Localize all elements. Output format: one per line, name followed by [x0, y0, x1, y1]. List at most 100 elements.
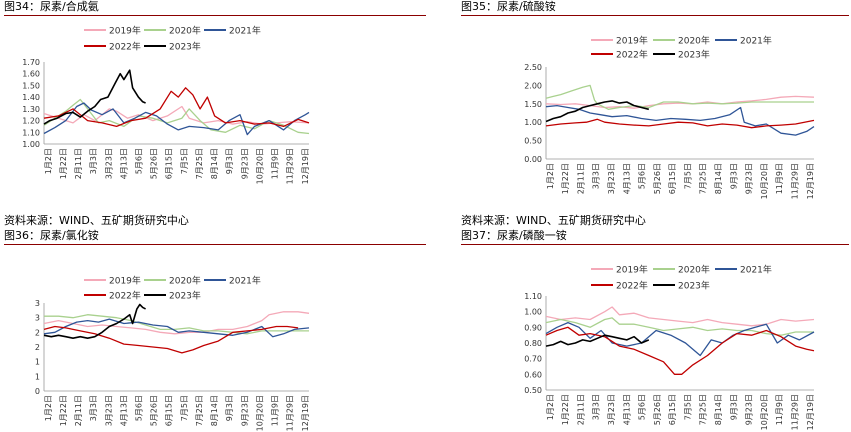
x-tick-label: 12月19日	[806, 163, 815, 199]
x-tick-label: 1月2日	[546, 163, 555, 189]
legend-item-2023: 2023年	[653, 280, 710, 292]
series-line-2022	[545, 118, 815, 129]
x-tick-label: 1月2日	[546, 394, 555, 420]
urea-ammonia-chart: 2019年 2020年 2021年 2022年 2023年 1.00 1.10 1.20 1.3…	[22, 25, 310, 185]
x-tick-label: 7月5日	[683, 163, 692, 189]
x-tick-label: 5月26日	[150, 148, 159, 179]
x-tick-label: 10月20日	[255, 148, 264, 184]
series-line-2020	[43, 98, 310, 135]
legend-label: 2019年	[109, 25, 141, 37]
series-line-2023	[545, 334, 650, 347]
x-tick-label: 6月15日	[165, 395, 174, 426]
y-tick-label: 1.20	[22, 117, 40, 126]
chart-panel-37: 图37：尿素/磷酸一铵 2019年 2020年 2021年 2022年 2023年 0.5…	[461, 229, 849, 432]
x-tick-label: 5月6日	[135, 395, 144, 421]
chart-panel-36: 图36：尿素/氯化铵 2019年 2020年 2021年 2022年 2023年 0 1 1 2…	[4, 229, 426, 432]
legend-label: 2019年	[616, 264, 648, 276]
y-tick-label: 1	[35, 358, 40, 367]
x-tick-label: 10月20日	[760, 163, 769, 199]
y-tick-label: 0	[35, 387, 40, 396]
x-tick-label: 2月11日	[576, 163, 585, 194]
series-line-2020	[44, 314, 309, 335]
legend-label: 2021年	[229, 275, 261, 287]
x-tick-label: 2月11日	[74, 395, 83, 426]
series-line-2022	[545, 326, 815, 375]
legend-label: 2020年	[169, 25, 201, 37]
x-tick-label: 6月15日	[668, 394, 677, 425]
legend-label: 2022年	[616, 49, 648, 61]
chart-panel-35: 图35：尿素/硫酸铵 2019年 2020年 2021年 2022年 2023年 0.00…	[461, 0, 849, 212]
x-tick-label: 4月13日	[119, 395, 128, 426]
x-tick-label: 2月11日	[576, 394, 585, 425]
y-tick-label: 2	[35, 343, 40, 352]
x-tick-label: 11月9日	[271, 395, 280, 426]
x-tick-label: 4月13日	[119, 148, 128, 179]
y-tick-label: 0.60	[524, 370, 542, 379]
legend-label: 2019年	[616, 35, 648, 47]
x-tick-label: 4月13日	[622, 394, 631, 425]
series-line-2019	[43, 311, 310, 335]
series-line-2019	[545, 306, 815, 327]
legend-item-2023: 2023年	[144, 290, 201, 302]
legend-item-2022: 2022年	[84, 41, 141, 53]
y-tick-label: 1.50	[524, 100, 542, 109]
legend-item-2020: 2020年	[144, 275, 201, 287]
x-tick-label: 12月19日	[301, 148, 310, 184]
x-tick-label: 3月23日	[104, 395, 113, 426]
x-tick-label: 11月9日	[271, 148, 280, 179]
series-line-2022	[43, 325, 299, 354]
y-tick-label: 1.00	[524, 118, 542, 127]
x-tick-label: 3月3日	[592, 163, 601, 189]
x-tick-label: 9月3日	[729, 394, 738, 420]
x-tick-label: 7月25日	[699, 394, 708, 425]
x-tick-label: 3月23日	[607, 394, 616, 425]
series-line-2021	[545, 104, 815, 136]
series-line-2020	[545, 84, 814, 110]
legend-item-2019: 2019年	[84, 25, 141, 37]
y-tick-label: 1.40	[22, 93, 40, 102]
x-tick-label: 1月2日	[44, 148, 53, 174]
x-tick-label: 1月22日	[561, 163, 570, 194]
x-tick-label: 11月29日	[791, 163, 800, 199]
x-tick-label: 9月3日	[729, 163, 738, 189]
x-tick-label: 11月9日	[775, 394, 784, 425]
x-tick-label: 1月22日	[59, 395, 68, 426]
x-tick-label: 7月25日	[195, 395, 204, 426]
legend-item-2021: 2021年	[715, 264, 772, 276]
x-tick-label: 7月5日	[180, 395, 189, 421]
x-tick-label: 8月14日	[210, 395, 219, 426]
y-tick-label: 0.00	[524, 155, 542, 164]
y-tick-label: 0.80	[524, 339, 542, 348]
y-tick-label: 2.00	[524, 81, 542, 90]
legend-item-2023: 2023年	[144, 41, 201, 53]
x-tick-label: 9月23日	[745, 394, 754, 425]
x-tick-label: 9月3日	[225, 148, 234, 174]
legend-label: 2020年	[678, 35, 710, 47]
urea-map-chart: 2019年 2020年 2021年 2022年 2023年 0.50 0.60 0.70 0.8…	[524, 264, 815, 431]
legend-item-2020: 2020年	[653, 264, 710, 276]
title-rule	[4, 15, 426, 16]
x-tick-label: 9月23日	[745, 163, 754, 194]
x-tick-label: 9月23日	[240, 395, 249, 426]
x-tick-label: 11月29日	[791, 394, 800, 430]
x-tick-label: 6月15日	[165, 148, 174, 179]
series-line-2023	[43, 69, 146, 125]
x-tick-label: 1月2日	[44, 395, 53, 421]
legend-item-2019: 2019年	[591, 264, 648, 276]
legend-label: 2022年	[109, 290, 141, 302]
x-tick-label: 5月26日	[653, 163, 662, 194]
series-line-2023	[43, 303, 146, 339]
x-tick-label: 10月20日	[255, 395, 264, 431]
legend-label: 2021年	[229, 25, 261, 37]
x-tick-label: 12月19日	[806, 394, 815, 430]
x-tick-label: 11月29日	[286, 148, 295, 184]
urea-ammonium-chloride-chart: 2019年 2020年 2021年 2022年 2023年 0 1 1 2 2 3 3 1月2日 1月22…	[35, 275, 310, 432]
x-tick-label: 1月22日	[59, 148, 68, 179]
x-tick-label: 3月3日	[89, 148, 98, 174]
source-note-left: 资料来源：WIND、五矿期货研究中心	[4, 214, 189, 227]
chart-title: 图34：尿素/合成氨	[4, 0, 99, 13]
y-tick-label: 2	[35, 328, 40, 337]
y-tick-label: 0.90	[524, 323, 542, 332]
y-tick-label: 1.10	[524, 292, 542, 301]
series-line-2020	[545, 317, 814, 336]
